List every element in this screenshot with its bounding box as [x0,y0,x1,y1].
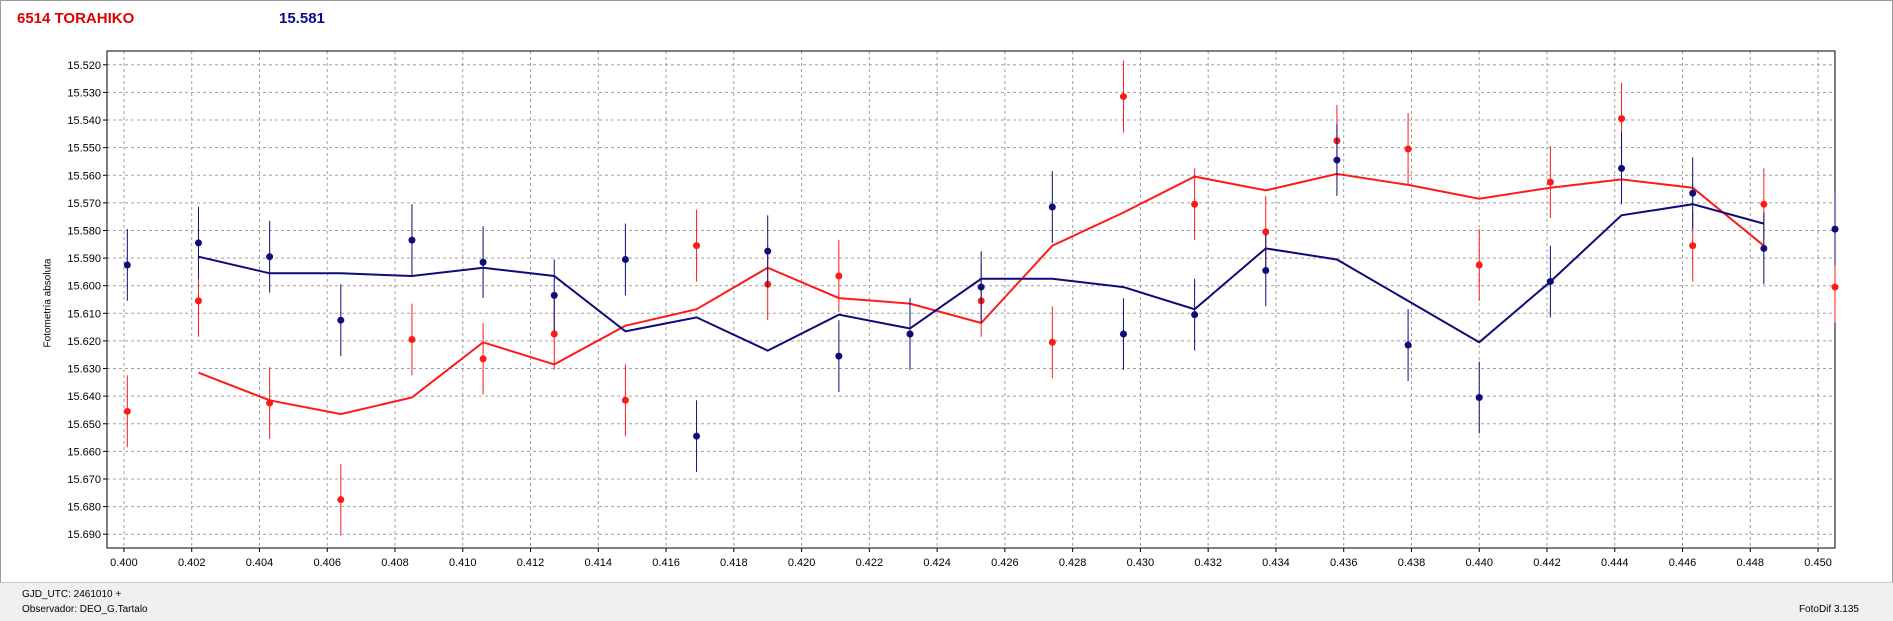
blue-data-point [550,291,558,299]
red-data-point [123,407,131,415]
red-data-point [1404,145,1412,153]
x-tick-label: 0.446 [1669,557,1697,569]
red-data-point [1618,115,1626,123]
y-tick-label: 15.540 [67,115,101,127]
red-data-point [621,396,629,404]
x-tick-label: 0.428 [1059,557,1087,569]
blue-data-point [835,352,843,360]
blue-data-point [1404,341,1412,349]
y-tick-label: 15.690 [67,529,101,541]
light-curve-chart: 15.520 15.530 15.540 15.550 15.560 15.570 15.5… [67,50,1839,569]
red-data-point [1689,242,1697,250]
plot-area [107,51,1835,548]
blue-data-point [1475,394,1483,402]
y-tick-label: 15.590 [67,253,101,265]
y-tick-label: 15.610 [67,308,101,320]
x-tick-label: 0.412 [517,557,545,569]
red-data-point [835,272,843,280]
red-data-point [479,355,487,363]
red-data-point [1048,338,1056,346]
x-tick-label: 0.406 [313,557,341,569]
red-data-point [408,336,416,344]
gjd-label: GJD_UTC: 2461010 + [22,589,122,600]
red-data-point [1191,200,1199,208]
software-version: FotoDif 3.135 [1798,604,1859,615]
y-tick-label: 15.520 [67,60,101,72]
blue-data-point [1119,330,1127,338]
blue-data-point [408,236,416,244]
x-tick-label: 0.430 [1127,557,1155,569]
x-tick-label: 0.400 [110,557,138,569]
blue-data-point [764,247,772,255]
y-tick-label: 15.650 [67,419,101,431]
blue-data-point [337,316,345,324]
status-bar [0,582,1893,621]
red-data-point [194,297,202,305]
red-data-point [1262,228,1270,236]
y-tick-label: 15.570 [67,198,101,210]
x-tick-label: 0.424 [923,557,951,569]
blue-data-point [1689,189,1697,197]
y-tick-label: 15.530 [67,87,101,99]
blue-data-point [266,253,274,261]
blue-data-point [1191,311,1199,319]
red-data-point [1475,261,1483,269]
red-data-point [1831,283,1839,291]
blue-data-point [1048,203,1056,211]
y-tick-label: 15.640 [67,391,101,403]
y-tick-label: 15.620 [67,336,101,348]
x-tick-label: 0.414 [585,557,613,569]
x-tick-label: 0.422 [856,557,884,569]
x-tick-label: 0.416 [652,557,680,569]
blue-data-point [1618,164,1626,172]
blue-data-point [621,255,629,263]
x-tick-label: 0.448 [1737,557,1765,569]
blue-data-point [1546,278,1554,286]
red-data-point [266,399,274,407]
y-tick-label: 15.550 [67,143,101,155]
blue-data-point [1333,156,1341,164]
blue-data-point [1831,225,1839,233]
y-tick-label: 15.680 [67,502,101,514]
red-data-point [337,496,345,504]
x-tick-label: 0.410 [449,557,477,569]
observer-label: Observador: DEO_G.Tartalo [22,604,148,615]
blue-data-point [194,239,202,247]
y-tick-label: 15.600 [67,281,101,293]
x-tick-label: 0.444 [1601,557,1629,569]
object-name: 6514 TORAHIKO [17,10,135,27]
x-tick-label: 0.432 [1194,557,1222,569]
y-tick-label: 15.630 [67,364,101,376]
red-data-point [693,242,701,250]
blue-data-point [977,283,985,291]
red-data-point [1546,178,1554,186]
blue-data-point [693,432,701,440]
red-data-point [1760,200,1768,208]
x-tick-label: 0.404 [246,557,274,569]
x-tick-label: 0.440 [1465,557,1493,569]
x-tick-label: 0.408 [381,557,409,569]
x-tick-label: 0.442 [1533,557,1561,569]
x-tick-label: 0.438 [1398,557,1426,569]
y-tick-label: 15.660 [67,446,101,458]
x-tick-label: 0.418 [720,557,748,569]
y-tick-label: 15.670 [67,474,101,486]
blue-data-point [1760,244,1768,252]
x-tick-label: 0.426 [991,557,1019,569]
y-tick-label: 15.560 [67,170,101,182]
x-tick-label: 0.402 [178,557,206,569]
blue-data-point [479,258,487,266]
blue-data-point [1262,267,1270,275]
blue-data-point [906,330,914,338]
x-tick-label: 0.450 [1804,557,1832,569]
blue-data-point [123,261,131,269]
magnitude-value: 15.581 [279,10,325,27]
red-data-point [1119,93,1127,101]
x-tick-label: 0.434 [1262,557,1290,569]
y-tick-label: 15.580 [67,225,101,237]
red-data-point [550,330,558,338]
x-tick-label: 0.436 [1330,557,1358,569]
x-tick-label: 0.420 [788,557,816,569]
